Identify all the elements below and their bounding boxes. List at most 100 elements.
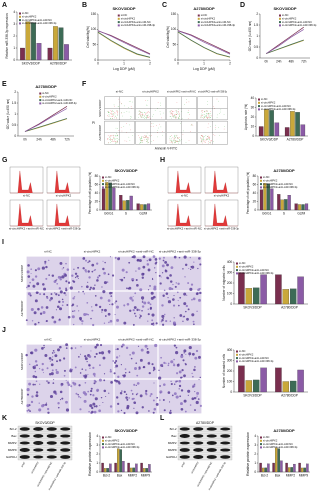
stained-cell xyxy=(87,373,89,376)
legend-label: si-circHIPK2 xyxy=(263,438,278,442)
stained-cell xyxy=(74,347,77,349)
stained-cell xyxy=(95,303,98,307)
event-dot xyxy=(178,117,179,119)
stained-cell xyxy=(92,287,95,290)
bar xyxy=(101,462,104,473)
event-dot xyxy=(129,118,131,119)
stained-cell xyxy=(84,374,88,378)
blot-strip xyxy=(17,432,73,440)
event-dot xyxy=(120,112,122,114)
stained-cell xyxy=(175,282,178,284)
event-dot xyxy=(179,116,180,117)
event-dot xyxy=(115,141,117,142)
stained-cell xyxy=(155,272,157,274)
bar xyxy=(289,288,297,305)
event-dot xyxy=(129,140,131,141)
band-label: MMP2 xyxy=(8,441,17,445)
stained-cell xyxy=(152,255,156,258)
stained-cell xyxy=(188,355,190,357)
legend-label: si-circHIPK2+anti-miR-NC xyxy=(105,182,135,186)
stained-cell xyxy=(147,308,149,310)
stained-cell xyxy=(163,361,166,365)
bar xyxy=(269,110,274,137)
stained-cell xyxy=(27,264,30,267)
stained-cell xyxy=(167,300,172,304)
stained-cell xyxy=(162,259,165,262)
series-line xyxy=(177,30,231,54)
stained-cell xyxy=(48,259,50,262)
stained-cell xyxy=(79,316,82,320)
stained-cell xyxy=(147,301,150,305)
event-dot xyxy=(187,118,189,119)
stained-cell xyxy=(120,278,124,282)
bar xyxy=(105,182,109,211)
stained-cell xyxy=(37,267,41,271)
event-dot xyxy=(172,116,174,117)
histogram-label: si-circHIPK2 +anti-miR-338-3p xyxy=(46,227,81,231)
event-dot xyxy=(201,139,203,141)
stained-cell xyxy=(39,293,42,296)
stained-cell xyxy=(52,356,54,358)
y-tick-label: 60 xyxy=(95,182,99,186)
event-dot xyxy=(200,141,202,143)
event-dot xyxy=(206,116,208,118)
event-dot xyxy=(208,138,209,140)
stained-cell xyxy=(178,384,182,388)
stained-cell xyxy=(192,376,194,378)
stained-cell xyxy=(33,311,37,315)
stained-cell xyxy=(35,380,38,383)
event-dot xyxy=(116,112,118,114)
stained-cell xyxy=(65,408,70,412)
histogram-label: si-circHIPK2 +anti-miR-NC xyxy=(167,227,202,231)
event-dot xyxy=(114,141,116,143)
legend-label: si-circHIPK2 xyxy=(22,14,37,18)
stained-cell xyxy=(98,274,101,277)
blot-band xyxy=(179,427,190,431)
event-dot xyxy=(128,101,130,102)
stained-cell xyxy=(51,316,55,319)
x-tick-label: 2 xyxy=(149,61,151,65)
event-dot xyxy=(146,104,148,106)
stained-cell xyxy=(173,255,177,259)
panel-letter: G xyxy=(2,157,8,164)
stained-cell xyxy=(195,397,198,399)
y-tick-label: 3 xyxy=(13,22,15,26)
event-dot xyxy=(173,110,175,112)
event-dot xyxy=(145,136,146,137)
blot-band xyxy=(60,434,71,438)
stained-cell xyxy=(190,283,194,286)
event-dot xyxy=(146,115,148,116)
stained-cell xyxy=(190,268,192,271)
stained-cell xyxy=(189,256,191,259)
bar xyxy=(290,111,295,137)
stained-cell xyxy=(162,317,164,320)
legend-swatch xyxy=(236,357,238,360)
event-dot xyxy=(108,114,110,115)
legend-swatch xyxy=(279,21,281,24)
bar xyxy=(145,468,148,473)
stained-cell xyxy=(151,313,155,317)
stained-cell xyxy=(139,309,141,311)
event-dot xyxy=(124,105,125,107)
y-tick-label: 0 xyxy=(230,302,232,306)
event-dot xyxy=(113,134,115,136)
stained-cell xyxy=(110,381,113,384)
bar xyxy=(119,449,122,473)
stained-cell xyxy=(101,311,103,313)
y-tick-label: 80 xyxy=(95,174,99,178)
event-dot xyxy=(138,111,140,112)
legend-swatch xyxy=(102,443,104,446)
event-dot xyxy=(120,127,122,128)
event-dot xyxy=(178,117,179,118)
legend-swatch xyxy=(102,176,104,179)
stained-cell xyxy=(86,360,88,363)
stained-cell xyxy=(197,267,199,270)
event-dot xyxy=(116,141,118,142)
stained-cell xyxy=(141,301,144,303)
stained-cell xyxy=(65,288,68,292)
event-dot xyxy=(146,112,147,114)
stained-cell xyxy=(139,394,143,398)
micrograph xyxy=(26,344,70,379)
stained-cell xyxy=(136,308,139,312)
